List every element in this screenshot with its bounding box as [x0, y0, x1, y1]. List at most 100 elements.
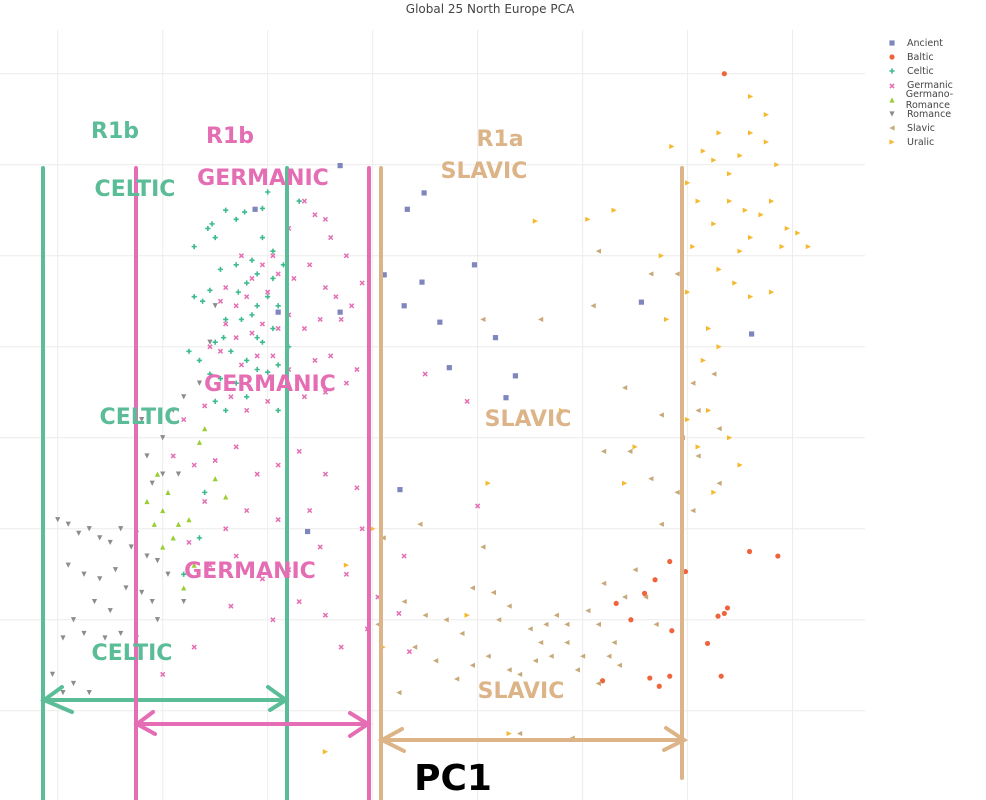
point-celtic [259, 234, 266, 241]
point-germanic [191, 462, 197, 468]
point-uralic [784, 225, 790, 232]
point-slavic [711, 371, 717, 377]
point-romance [60, 635, 66, 641]
point-uralic [711, 157, 717, 163]
point-germanic [343, 253, 350, 259]
point-slavic [690, 380, 696, 386]
point-romance [144, 553, 150, 559]
point-uralic [684, 289, 691, 295]
point-germanic [312, 357, 318, 364]
point-celtic [205, 225, 211, 232]
point-germanic [223, 284, 229, 291]
point-germano-romance [175, 521, 182, 527]
legend-item-celtic[interactable]: Celtic [887, 64, 986, 78]
point-romance [212, 303, 218, 309]
point-uralic [742, 207, 748, 213]
point-germano-romance [186, 517, 192, 523]
point-germanic [233, 553, 239, 559]
legend-marker-shape [889, 83, 895, 89]
legend-item-germano-romance[interactable]: Germano-Romance [887, 89, 986, 111]
point-celtic [233, 262, 239, 268]
point-celtic [212, 339, 218, 345]
point-germanic [464, 398, 470, 404]
point-uralic [322, 749, 329, 755]
point-slavic [396, 690, 402, 696]
point-slavic [616, 662, 622, 668]
point-germano-romance [160, 507, 166, 514]
point-germanic [238, 253, 245, 259]
point-celtic [191, 244, 197, 250]
point-germanic [233, 335, 239, 341]
point-germanic [322, 389, 329, 395]
series-baltic [599, 71, 781, 689]
point-celtic [233, 380, 239, 386]
point-romance [181, 394, 187, 400]
point-germanic [244, 407, 250, 414]
point-uralic [695, 198, 701, 204]
point-romance [97, 535, 103, 541]
legend-item-germanic[interactable]: Germanic [887, 79, 986, 93]
point-celtic [209, 221, 215, 227]
point-baltic [682, 568, 689, 575]
point-slavic [417, 521, 423, 527]
series-slavic [375, 248, 722, 769]
point-slavic [695, 407, 701, 414]
point-germano-romance [202, 426, 208, 432]
point-celtic [223, 207, 229, 213]
point-uralic [669, 143, 675, 150]
point-celtic [270, 325, 276, 332]
legend-item-slavic[interactable]: Slavic [887, 121, 986, 135]
point-germanic [322, 471, 329, 477]
point-romance [107, 608, 113, 614]
point-germano-romance [170, 535, 176, 541]
point-germanic [396, 610, 402, 617]
point-germano-romance [151, 521, 157, 527]
point-baltic [704, 640, 711, 647]
point-slavic [564, 621, 570, 627]
point-baltic [599, 678, 606, 684]
legend-item-romance[interactable]: Romance [887, 107, 986, 121]
point-celtic [186, 348, 192, 354]
point-ancient [503, 395, 509, 401]
point-germanic [328, 353, 334, 359]
legend-item-baltic[interactable]: Baltic [887, 50, 986, 64]
point-germanic [202, 498, 208, 505]
point-celtic [223, 316, 229, 323]
point-uralic [622, 480, 628, 486]
legend-item-ancient[interactable]: Ancient [887, 36, 986, 50]
legend-label: Uralic [907, 136, 935, 148]
point-slavic [564, 639, 570, 646]
point-germanic [275, 271, 281, 277]
point-germanic [317, 316, 323, 323]
celtic-range [39, 166, 290, 800]
point-uralic [343, 562, 350, 568]
legend-marker-shape [889, 40, 895, 46]
point-germano-romance [144, 498, 150, 505]
point-germanic [244, 507, 250, 514]
point-uralic [506, 730, 512, 737]
point-slavic [496, 617, 502, 623]
legend-item-uralic[interactable]: Uralic [887, 135, 986, 149]
point-germanic [270, 617, 276, 623]
point-ancient [337, 163, 343, 169]
point-celtic [207, 371, 213, 377]
point-celtic [265, 294, 271, 300]
point-baltic [775, 553, 781, 559]
point-slavic [632, 567, 638, 573]
point-uralic [737, 462, 743, 468]
point-slavic [648, 271, 654, 277]
point-germanic [160, 671, 166, 678]
point-baltic [724, 605, 731, 611]
point-uralic [611, 207, 617, 213]
point-slavic [469, 662, 475, 668]
point-germanic [359, 526, 365, 532]
point-romance [107, 539, 113, 546]
point-uralic [716, 266, 722, 272]
point-romance [60, 690, 66, 696]
point-uralic [700, 357, 706, 363]
point-slavic [443, 617, 449, 623]
point-uralic [716, 130, 722, 136]
point-germanic [296, 598, 302, 605]
point-germanic [354, 366, 360, 373]
